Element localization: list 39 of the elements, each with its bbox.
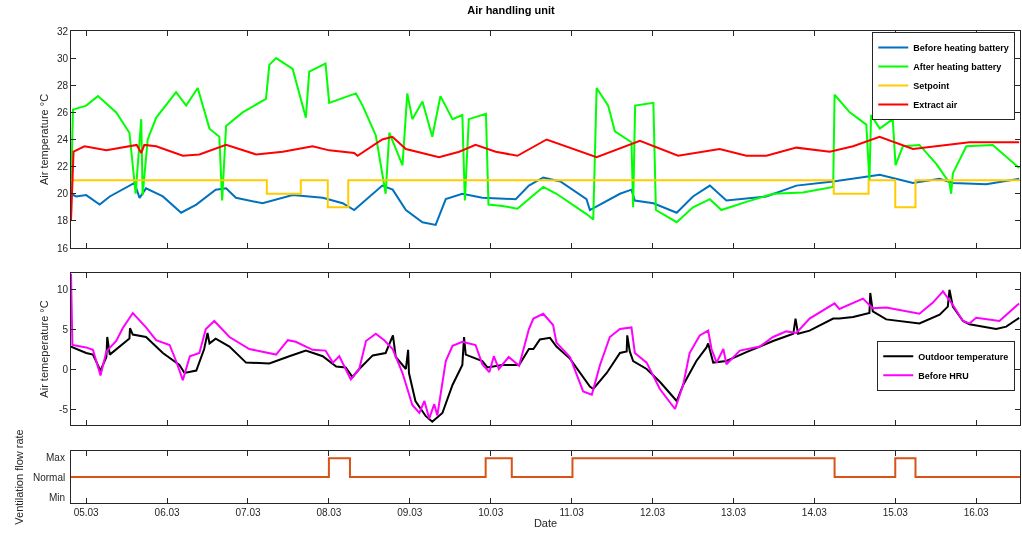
y-tick-label: 18 [56, 215, 69, 227]
y-tick-label: 16 [56, 242, 69, 254]
legend-label: Before heating battery [913, 43, 1009, 54]
y-axis-title: Air temeperature °C [37, 300, 50, 398]
y-tick-label: 26 [56, 106, 69, 118]
y-axis-title: Air temperature °C [37, 93, 50, 186]
text: Normal [33, 472, 66, 483]
x-tick-label: 09.03 [397, 507, 423, 518]
x-tick-label: 16.03 [963, 507, 990, 518]
x-tick-label: 15.03 [882, 507, 909, 518]
legend-label: Setpoint [913, 81, 950, 92]
text: Min [49, 492, 66, 503]
x-tick-label: 10.03 [478, 507, 504, 518]
x-tick-label: 06.03 [154, 507, 181, 518]
text: Max [46, 452, 65, 463]
legend-label: Outdoor temperature [918, 351, 1009, 362]
y-tick-label: 28 [56, 79, 69, 91]
x-tick-label: 11.03 [559, 507, 585, 518]
y-tick-label: 10 [56, 283, 69, 295]
chart-title: Air handling unit [467, 4, 556, 17]
x-tick-label: 05.03 [73, 507, 100, 518]
y-tick-label: 32 [56, 25, 69, 37]
x-tick-label: 14.03 [801, 507, 828, 518]
y-tick-label: -5 [59, 403, 69, 415]
y-tick-label: 5 [62, 323, 69, 335]
y-tick-label: 0 [62, 363, 69, 375]
x-tick-label: 13.03 [720, 507, 747, 518]
y-tick-label: 22 [56, 161, 69, 173]
x-axis-title: Date [533, 517, 558, 530]
y-axis-title: Ventilation flow rate [12, 429, 25, 525]
y-tick-label: 20 [56, 188, 69, 200]
legend-label: Extract air [913, 100, 958, 111]
x-tick-label: 07.03 [235, 507, 261, 518]
legend-label: Before HRU [918, 370, 969, 381]
y-tick-label: 24 [56, 134, 69, 145]
x-tick-label: 12.03 [640, 507, 666, 518]
legend-label: After heating battery [913, 62, 1002, 73]
x-tick-label: 08.03 [316, 507, 342, 518]
y-tick-label: 30 [56, 52, 69, 64]
